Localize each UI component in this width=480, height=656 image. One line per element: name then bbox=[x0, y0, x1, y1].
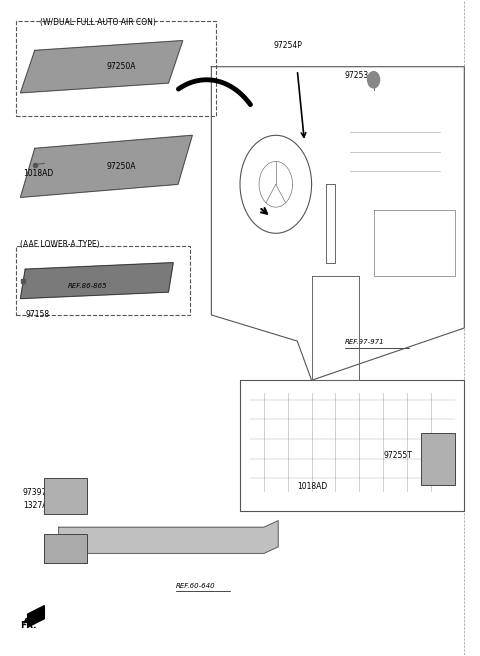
Bar bbox=[44, 478, 87, 514]
Text: 1018AD: 1018AD bbox=[297, 482, 327, 491]
Text: 1327AC: 1327AC bbox=[23, 501, 52, 510]
Text: 97253: 97253 bbox=[345, 71, 369, 79]
Bar bbox=[16, 21, 216, 115]
Bar bbox=[421, 432, 455, 485]
Polygon shape bbox=[21, 135, 192, 197]
Text: FR.: FR. bbox=[21, 621, 37, 630]
Ellipse shape bbox=[368, 72, 380, 88]
Polygon shape bbox=[21, 262, 173, 298]
Bar bbox=[44, 534, 87, 563]
Text: REF.60-640: REF.60-640 bbox=[176, 583, 215, 589]
Text: (AAF LOWER-A TYPE): (AAF LOWER-A TYPE) bbox=[21, 240, 100, 249]
Polygon shape bbox=[59, 521, 278, 554]
Text: 97254P: 97254P bbox=[274, 41, 302, 51]
Polygon shape bbox=[21, 41, 183, 93]
Polygon shape bbox=[28, 605, 44, 627]
Text: 1018AD: 1018AD bbox=[23, 169, 53, 178]
Text: (W/DUAL FULL AUTO AIR CON): (W/DUAL FULL AUTO AIR CON) bbox=[39, 18, 156, 27]
Bar bbox=[16, 247, 190, 315]
Text: 97250A: 97250A bbox=[107, 62, 136, 72]
Text: 97255T: 97255T bbox=[383, 451, 412, 460]
Text: 97397: 97397 bbox=[23, 488, 47, 497]
Text: 97158: 97158 bbox=[25, 310, 49, 319]
Text: 97250A: 97250A bbox=[107, 161, 136, 171]
Text: REF.97-971: REF.97-971 bbox=[345, 339, 384, 345]
Text: 96985: 96985 bbox=[63, 556, 88, 564]
Text: REF.86-865: REF.86-865 bbox=[68, 283, 108, 289]
